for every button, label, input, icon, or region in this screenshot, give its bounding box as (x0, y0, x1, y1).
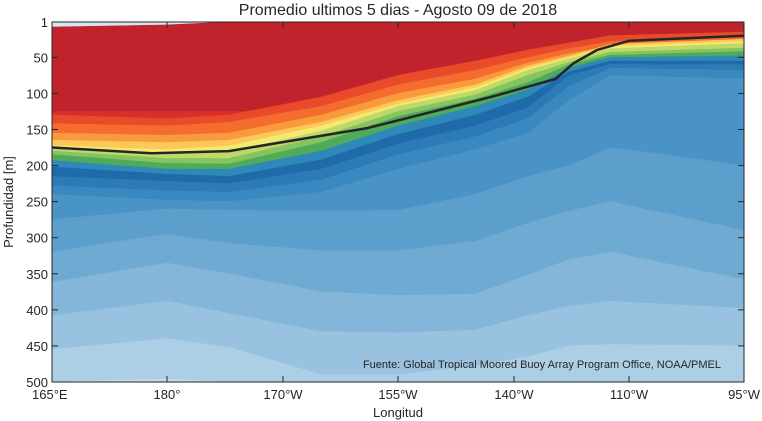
chart-title: Promedio ultimos 5 dias - Agosto 09 de 2… (239, 2, 558, 19)
contour-bands (52, 22, 744, 382)
y-tick-label: 100 (26, 86, 48, 101)
x-tick-label: 140°W (494, 387, 534, 402)
y-tick-label: 150 (26, 122, 48, 137)
x-tick-label: 110°W (610, 387, 649, 402)
y-tick-label: 350 (26, 267, 48, 282)
y-tick-label: 400 (26, 303, 48, 318)
y-tick-label: 300 (26, 231, 48, 246)
x-tick-label: 165°E (32, 387, 68, 402)
thermocline-line (52, 34, 744, 155)
x-axis-label: Longitud (373, 405, 423, 420)
y-tick-label: 1 (41, 15, 48, 30)
x-tick-label: 180° (154, 387, 181, 402)
source-annotation: Fuente: Global Tropical Moored Buoy Arra… (363, 359, 721, 371)
y-tick-label: 450 (26, 339, 48, 354)
x-tick-label: 95°W (728, 387, 761, 402)
contour-band-19 (52, 338, 744, 382)
y-tick-label: 200 (26, 159, 48, 174)
y-tick-label: 500 (26, 375, 48, 390)
y-tick-label: 250 (26, 195, 48, 210)
y-axis-label: Profundidad [m] (1, 156, 16, 248)
x-axis: 165°E 180° 170°W 155°W 140°W 110°W 95°W (32, 22, 761, 402)
x-tick-label: 155°W (378, 387, 418, 402)
plot-area (51, 21, 745, 383)
x-tick-label: 170°W (263, 387, 303, 402)
y-tick-label: 50 (34, 50, 48, 65)
